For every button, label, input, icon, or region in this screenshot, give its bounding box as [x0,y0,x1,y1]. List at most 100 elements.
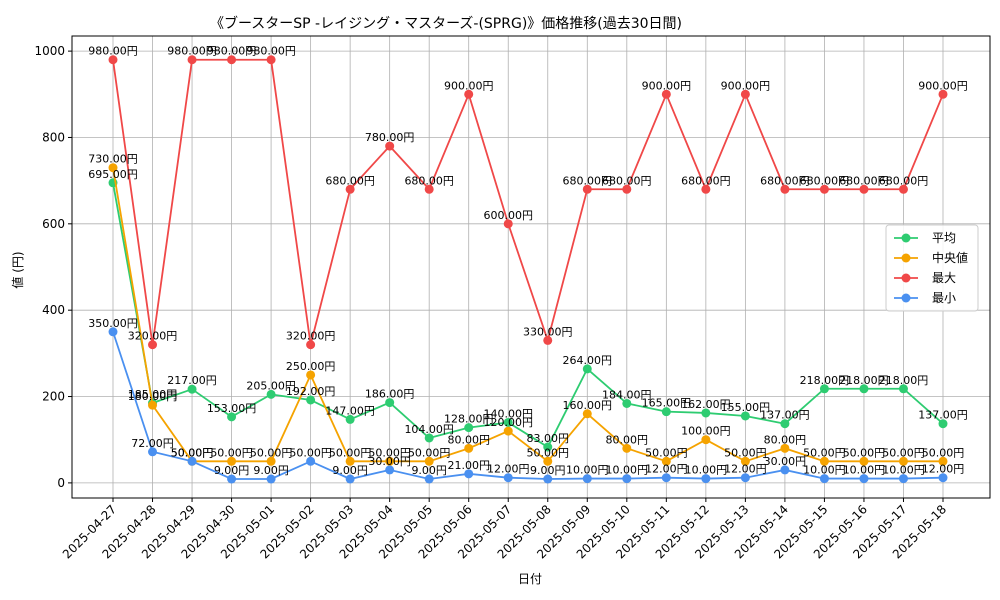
data-point [266,474,276,484]
data-point [187,55,197,65]
legend-label: 最小 [932,291,956,305]
legend-marker [901,253,911,263]
data-label: 320.00円 [286,330,336,343]
data-label: 9.00円 [530,464,566,477]
data-label: 680.00円 [404,174,454,187]
data-point [582,409,592,419]
data-point [938,89,948,99]
data-point [345,414,355,424]
data-label: 50.00円 [843,446,886,459]
data-label: 10.00円 [803,464,846,477]
data-label: 264.00円 [563,354,613,367]
series-1 [108,163,948,466]
data-point [582,184,592,194]
data-point [187,456,197,466]
data-point [543,442,553,452]
data-label: 185.00円 [128,388,178,401]
data-point [306,340,316,350]
data-label: 12.00円 [645,463,688,476]
data-point [622,398,632,408]
y-tick-label: 0 [57,476,65,490]
data-point [306,370,316,380]
data-label: 680.00円 [839,174,889,187]
data-point [464,89,474,99]
data-label: 50.00円 [645,446,688,459]
data-point [740,411,750,421]
grid [72,36,990,498]
data-point [938,456,948,466]
data-label: 180.00円 [128,390,178,403]
data-point [780,184,790,194]
data-label: 218.00円 [879,374,929,387]
data-point [898,384,908,394]
data-label: 9.00円 [332,464,368,477]
data-label: 9.00円 [214,464,250,477]
data-label: 104.00円 [404,423,454,436]
data-point [780,465,790,475]
series-line [112,331,944,480]
data-point [385,398,395,408]
x-axis-label: 日付 [518,572,542,586]
data-point [780,443,790,453]
y-axis-label: 値 (円) [10,251,25,288]
data-label: 680.00円 [879,174,929,187]
data-label: 12.00円 [922,463,965,476]
data-point [503,219,513,229]
data-point [424,433,434,443]
series-line [112,58,944,345]
data-point [187,384,197,394]
data-label: 320.00円 [128,330,178,343]
data-point [227,474,237,484]
data-point [464,443,474,453]
data-label: 83.00円 [527,432,570,445]
data-label: 250.00円 [286,360,336,373]
data-point [661,456,671,466]
data-point [740,89,750,99]
data-label: 184.00円 [602,388,652,401]
data-point [898,474,908,484]
data-label: 50.00円 [329,446,372,459]
data-label: 160.00円 [563,399,613,412]
data-label: 218.00円 [839,374,889,387]
data-point [661,89,671,99]
data-point [385,465,395,475]
series-3 [108,327,948,484]
data-label: 12.00円 [724,463,767,476]
data-point [424,184,434,194]
data-point [424,456,434,466]
data-label: 50.00円 [171,446,214,459]
data-point [819,474,829,484]
data-point [859,456,869,466]
y-tick-label: 200 [42,390,65,404]
data-point [701,474,711,484]
data-point [266,456,276,466]
data-point [266,55,276,65]
data-label: 218.00円 [800,374,850,387]
data-label: 680.00円 [563,174,613,187]
data-label: 10.00円 [685,464,728,477]
data-label: 120.00円 [483,416,533,429]
data-point [701,408,711,418]
data-label: 217.00円 [167,374,217,387]
data-point [464,423,474,433]
data-point [503,473,513,483]
data-point [543,456,553,466]
legend-marker [901,233,911,243]
data-point [148,447,158,457]
data-point [819,456,829,466]
series-0 [108,178,948,452]
data-label: 162.00円 [681,398,731,411]
data-label: 100.00円 [681,425,731,438]
data-label: 980.00円 [207,45,257,58]
data-point [938,473,948,483]
data-label: 730.00円 [88,153,138,166]
data-label: 80.00円 [764,433,807,446]
data-point [424,474,434,484]
data-point [859,474,869,484]
data-label: 50.00円 [724,446,767,459]
data-label: 900.00円 [721,79,771,92]
data-label: 50.00円 [289,446,332,459]
data-point [898,456,908,466]
